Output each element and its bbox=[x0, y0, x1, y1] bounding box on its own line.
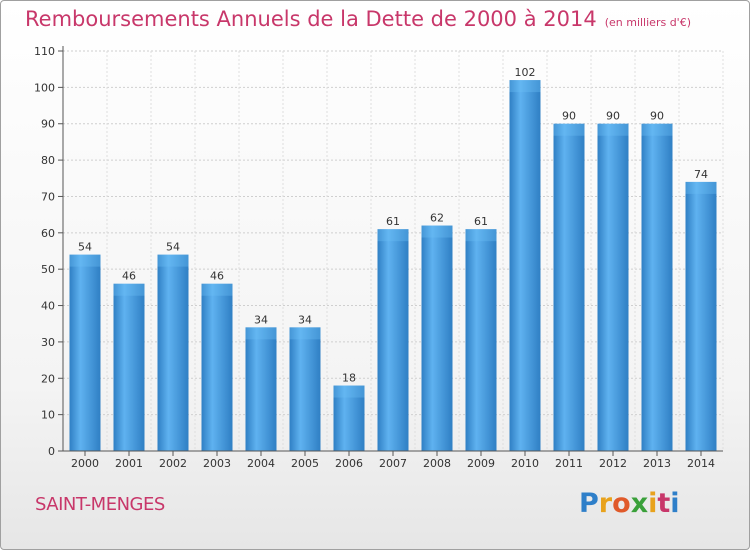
bar-value-label-2007: 61 bbox=[386, 215, 400, 228]
x-tick-label-2006: 2006 bbox=[335, 457, 363, 470]
bar-highlight-2010 bbox=[509, 80, 541, 93]
bar-value-label-2004: 34 bbox=[254, 313, 268, 326]
x-tick-label-2000: 2000 bbox=[71, 457, 99, 470]
x-tick-label-2010: 2010 bbox=[511, 457, 539, 470]
y-tick-label-100: 100 bbox=[34, 81, 55, 94]
proxiti-logo[interactable]: Proxiti bbox=[579, 488, 680, 519]
y-tick-label-20: 20 bbox=[41, 372, 55, 385]
logo-letter: o bbox=[612, 488, 631, 519]
logo-letter: t bbox=[657, 488, 671, 519]
bar-highlight-2009 bbox=[465, 229, 497, 242]
x-tick-label-2005: 2005 bbox=[291, 457, 319, 470]
y-tick-label-50: 50 bbox=[41, 263, 55, 276]
bar-highlight-2005 bbox=[289, 327, 321, 340]
bar-highlight-2013 bbox=[641, 123, 673, 136]
bar-highlight-2011 bbox=[553, 123, 585, 136]
x-tick-label-2012: 2012 bbox=[599, 457, 627, 470]
bar-value-label-2003: 46 bbox=[210, 270, 224, 283]
y-tick-label-80: 80 bbox=[41, 154, 55, 167]
y-tick-label-90: 90 bbox=[41, 118, 55, 131]
city-name: SAINT-MENGES bbox=[35, 494, 165, 515]
logo-letter: i bbox=[648, 488, 658, 519]
y-tick-label-0: 0 bbox=[48, 445, 55, 458]
bar-2002 bbox=[157, 254, 189, 451]
bar-2007 bbox=[377, 229, 409, 451]
bar-highlight-2007 bbox=[377, 229, 409, 242]
x-tick-label-2003: 2003 bbox=[203, 457, 231, 470]
bar-value-label-2014: 74 bbox=[694, 168, 708, 181]
axes-layer: 0 10 20 30 40 50 60 70 80 90 100 110 2000 2001 2002 200… bbox=[34, 45, 723, 470]
logo-letter: x bbox=[630, 488, 649, 519]
bar-2012 bbox=[597, 123, 629, 452]
bar-value-label-2000: 54 bbox=[78, 241, 92, 254]
bar-2014 bbox=[685, 181, 717, 451]
bar-highlight-2006 bbox=[333, 385, 365, 398]
bar-value-label-2012: 90 bbox=[606, 110, 620, 123]
x-tick-label-2002: 2002 bbox=[159, 457, 187, 470]
bar-highlight-2003 bbox=[201, 283, 233, 296]
bar-value-label-2005: 34 bbox=[298, 313, 312, 326]
bar-value-label-2009: 61 bbox=[474, 215, 488, 228]
bar-value-label-2006: 18 bbox=[342, 372, 356, 385]
bar-2000 bbox=[69, 254, 101, 451]
bar-value-label-2013: 90 bbox=[650, 110, 664, 123]
bar-highlight-2008 bbox=[421, 225, 453, 238]
bar-value-label-2002: 54 bbox=[166, 241, 180, 254]
bar-2005 bbox=[289, 327, 321, 451]
bar-2006 bbox=[333, 385, 365, 451]
y-tick-label-10: 10 bbox=[41, 409, 55, 422]
bar-highlight-2004 bbox=[245, 327, 277, 340]
bar-2008 bbox=[421, 225, 453, 451]
x-tick-label-2008: 2008 bbox=[423, 457, 451, 470]
y-tick-label-60: 60 bbox=[41, 227, 55, 240]
bar-highlight-2014 bbox=[685, 181, 717, 194]
x-tick-label-2011: 2011 bbox=[555, 457, 583, 470]
y-tick-label-40: 40 bbox=[41, 300, 55, 313]
bar-highlight-2002 bbox=[157, 254, 189, 267]
chart-title: Remboursements Annuels de la Dette de 20… bbox=[25, 7, 691, 31]
x-tick-label-2001: 2001 bbox=[115, 457, 143, 470]
bar-2011 bbox=[553, 123, 585, 452]
chart-title-text: Remboursements Annuels de la Dette de 20… bbox=[25, 7, 597, 31]
x-tick-label-2014: 2014 bbox=[687, 457, 715, 470]
y-tick-label-70: 70 bbox=[41, 190, 55, 203]
x-tick-label-2007: 2007 bbox=[379, 457, 407, 470]
logo-letter: r bbox=[598, 488, 613, 519]
bar-highlight-2000 bbox=[69, 254, 101, 267]
bar-2003 bbox=[201, 283, 233, 451]
bar-2010 bbox=[509, 80, 541, 451]
bar-2009 bbox=[465, 229, 497, 451]
x-tick-label-2009: 2009 bbox=[467, 457, 495, 470]
bar-2004 bbox=[245, 327, 277, 451]
bar-2001 bbox=[113, 283, 145, 451]
bar-highlight-2012 bbox=[597, 123, 629, 136]
bars-layer: 54 46 54 46 34 34 18 61 62 61 102 90 90 90 74 bbox=[69, 66, 717, 452]
x-tick-label-2013: 2013 bbox=[643, 457, 671, 470]
x-tick-label-2004: 2004 bbox=[247, 457, 275, 470]
bar-value-label-2010: 102 bbox=[515, 66, 536, 79]
bar-highlight-2001 bbox=[113, 283, 145, 296]
bar-value-label-2008: 62 bbox=[430, 212, 444, 225]
logo-letter: i bbox=[670, 488, 680, 519]
y-tick-label-30: 30 bbox=[41, 336, 55, 349]
chart-subtitle: (en milliers d'€) bbox=[604, 16, 691, 29]
logo-letter: P bbox=[579, 488, 599, 519]
y-tick-label-110: 110 bbox=[34, 45, 55, 58]
bar-value-label-2001: 46 bbox=[122, 270, 136, 283]
bar-value-label-2011: 90 bbox=[562, 110, 576, 123]
bar-2013 bbox=[641, 123, 673, 452]
